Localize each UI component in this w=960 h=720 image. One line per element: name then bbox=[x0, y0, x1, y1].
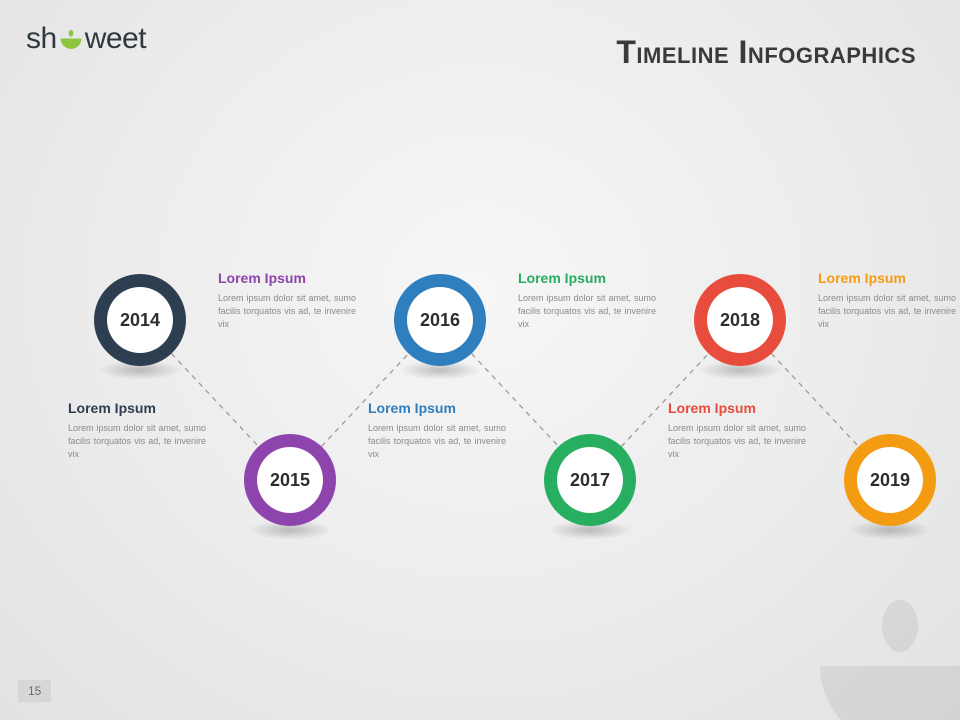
timeline-text-block: Lorem Ipsum Lorem ipsum dolor sit amet, s… bbox=[368, 400, 506, 461]
slide-title: Timeline Infographics bbox=[616, 34, 916, 71]
timeline-year-label: 2014 bbox=[107, 287, 173, 353]
timeline-text-body: Lorem ipsum dolor sit amet, sumo facilis… bbox=[668, 422, 806, 461]
timeline-text-heading: Lorem Ipsum bbox=[668, 400, 806, 416]
timeline-year-label: 2018 bbox=[707, 287, 773, 353]
timeline-node-2018: 2018 bbox=[694, 274, 786, 366]
timeline-text-heading: Lorem Ipsum bbox=[518, 270, 656, 286]
brand-logo: sh weet bbox=[26, 22, 146, 56]
logo-text-after: weet bbox=[85, 22, 146, 56]
timeline-text-block: Lorem Ipsum Lorem ipsum dolor sit amet, s… bbox=[218, 270, 356, 331]
timeline-node-2016: 2016 bbox=[394, 274, 486, 366]
timeline-year-label: 2019 bbox=[857, 447, 923, 513]
logo-text-before: sh bbox=[26, 22, 57, 56]
timeline-node-2015: 2015 bbox=[244, 434, 336, 526]
timeline-year-label: 2015 bbox=[257, 447, 323, 513]
timeline-node-2017: 2017 bbox=[544, 434, 636, 526]
timeline-text-heading: Lorem Ipsum bbox=[818, 270, 956, 286]
logo-bowl-icon bbox=[58, 26, 84, 52]
timeline-text-heading: Lorem Ipsum bbox=[368, 400, 506, 416]
timeline-text-body: Lorem ipsum dolor sit amet, sumo facilis… bbox=[368, 422, 506, 461]
timeline-year-label: 2017 bbox=[557, 447, 623, 513]
timeline-text-heading: Lorem Ipsum bbox=[68, 400, 206, 416]
watermark-icon bbox=[800, 560, 960, 720]
timeline-text-block: Lorem Ipsum Lorem ipsum dolor sit amet, s… bbox=[668, 400, 806, 461]
timeline-text-block: Lorem Ipsum Lorem ipsum dolor sit amet, s… bbox=[818, 270, 956, 331]
timeline-text-body: Lorem ipsum dolor sit amet, sumo facilis… bbox=[68, 422, 206, 461]
timeline-text-body: Lorem ipsum dolor sit amet, sumo facilis… bbox=[818, 292, 956, 331]
timeline-text-block: Lorem Ipsum Lorem ipsum dolor sit amet, s… bbox=[68, 400, 206, 461]
slide-stage: sh weet Timeline Infographics 2014 2015 20… bbox=[0, 0, 960, 720]
timeline-text-block: Lorem Ipsum Lorem ipsum dolor sit amet, s… bbox=[518, 270, 656, 331]
timeline-node-2014: 2014 bbox=[94, 274, 186, 366]
timeline-text-body: Lorem ipsum dolor sit amet, sumo facilis… bbox=[218, 292, 356, 331]
timeline-node-2019: 2019 bbox=[844, 434, 936, 526]
timeline-text-heading: Lorem Ipsum bbox=[218, 270, 356, 286]
page-number: 15 bbox=[18, 680, 51, 702]
timeline-year-label: 2016 bbox=[407, 287, 473, 353]
timeline-text-body: Lorem ipsum dolor sit amet, sumo facilis… bbox=[518, 292, 656, 331]
